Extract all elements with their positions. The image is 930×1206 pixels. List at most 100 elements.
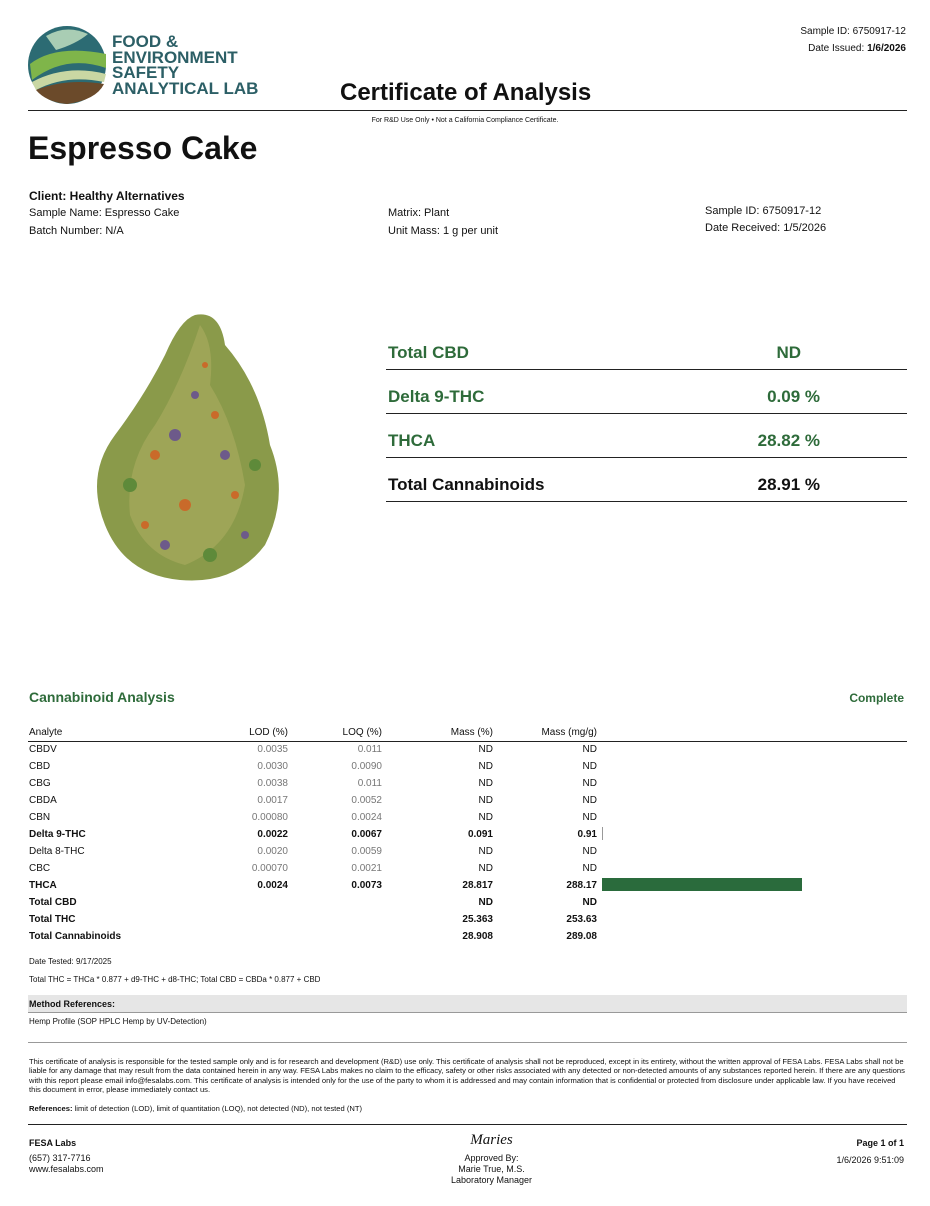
- phone: (657) 317-7716: [29, 1153, 91, 1163]
- summary-rule: [386, 501, 907, 502]
- column-header: LOQ (%): [342, 727, 382, 738]
- summary-value: 28.82 %: [757, 431, 820, 450]
- summary-value: 28.91 %: [757, 475, 820, 494]
- divider: [28, 1042, 907, 1043]
- status: Complete: [849, 691, 904, 705]
- summary-value: ND: [776, 343, 801, 362]
- divider: [28, 1012, 907, 1013]
- table-cell: 0.0020: [257, 846, 288, 857]
- label: References:: [29, 1104, 73, 1113]
- column-header: Mass (mg/g): [541, 727, 597, 738]
- references: References: limit of detection (LOD), li…: [29, 1105, 362, 1113]
- table-cell: 0.0021: [351, 863, 382, 874]
- methods-band: [28, 995, 907, 1012]
- label: Sample ID:: [800, 26, 850, 37]
- summary-label: THCA: [388, 431, 436, 450]
- table-cell: 0.91: [577, 829, 597, 840]
- table-cell: ND: [478, 812, 493, 823]
- value: limit of detection (LOD), limit of quant…: [74, 1104, 363, 1113]
- column-header: LOD (%): [249, 727, 288, 738]
- table-cell: 0.0090: [351, 761, 382, 772]
- table-cell: 0.0030: [257, 761, 288, 772]
- table-cell: Delta 8-THC: [29, 846, 85, 857]
- disclaimer: This certificate of analysis is responsi…: [29, 1057, 905, 1095]
- logo-line: ENVIRONMENT: [112, 47, 238, 67]
- title: Certificate of Analysis: [340, 79, 592, 106]
- summary-rule: [386, 369, 907, 370]
- table-cell: THCA: [29, 880, 57, 891]
- column-header: Mass (%): [450, 727, 493, 738]
- batch: Batch Number: N/A: [29, 225, 124, 237]
- sample-name: Sample Name: Espresso Cake: [29, 207, 180, 219]
- table-cell: CBN: [29, 812, 51, 823]
- table-cell: 0.011: [357, 778, 382, 789]
- table-cell: ND: [478, 846, 493, 857]
- label: Date Issued:: [808, 43, 865, 54]
- table-cell: 0.011: [357, 744, 382, 755]
- table-cell: 0.00080: [251, 812, 288, 823]
- section-title: Cannabinoid Analysis: [29, 689, 175, 705]
- approver: Marie True, M.S.: [458, 1164, 525, 1174]
- table-cell: 25.363: [462, 914, 493, 925]
- subtitle: For R&D Use Only • Not a California Comp…: [371, 117, 559, 124]
- table-cell: ND: [478, 795, 493, 806]
- table-cell: 28.817: [462, 880, 493, 891]
- table-cell: 0.0035: [257, 744, 288, 755]
- matrix: Matrix: Plant: [388, 207, 450, 219]
- table-cell: Delta 9-THC: [29, 829, 86, 840]
- role: Laboratory Manager: [450, 1175, 533, 1185]
- table-cell: ND: [478, 761, 493, 772]
- value: 6750917-12: [852, 26, 906, 37]
- header-rule: [28, 741, 907, 742]
- table-cell: CBDA: [29, 795, 57, 806]
- divider: [28, 110, 907, 111]
- table-cell: Total CBD: [29, 897, 77, 908]
- table-cell: 28.908: [462, 931, 493, 942]
- timestamp: 1/6/2026 9:51:09: [836, 1155, 904, 1165]
- table-cell: ND: [582, 897, 597, 908]
- label: Date Received:: [705, 222, 781, 234]
- table-cell: 0.0024: [351, 812, 382, 823]
- summary-rule: [386, 457, 907, 458]
- logo-line: SAFETY: [112, 63, 180, 82]
- mass-bar: [602, 878, 802, 891]
- value: 1/5/2026: [783, 222, 827, 234]
- table-cell: ND: [582, 863, 597, 874]
- table-cell: ND: [582, 778, 597, 789]
- sample-id: Sample ID: 6750917-12: [800, 27, 906, 37]
- value: 1/6/2026: [867, 43, 906, 54]
- mass-bar: [602, 827, 603, 840]
- table-cell: ND: [478, 863, 493, 874]
- table-cell: ND: [582, 812, 597, 823]
- table-cell: CBDV: [29, 744, 57, 755]
- summary-value: 0.09 %: [767, 387, 820, 406]
- table-cell: 0.0052: [351, 795, 382, 806]
- date-received: Date Received: 1/5/2026: [705, 223, 826, 234]
- table-cell: 0.00070: [251, 863, 288, 874]
- website: www.fesalabs.com: [29, 1164, 104, 1174]
- table-cell: 0.0073: [351, 880, 382, 891]
- table-cell: Total Cannabinoids: [29, 931, 122, 942]
- methods-text: Hemp Profile (SOP HPLC Hemp by UV-Detect…: [29, 1017, 207, 1026]
- table-cell: ND: [582, 795, 597, 806]
- company: FESA Labs: [29, 1138, 77, 1148]
- table-cell: CBC: [29, 863, 51, 874]
- table-cell: 253.63: [566, 914, 597, 925]
- summary-label: Total Cannabinoids: [388, 475, 545, 494]
- table-cell: ND: [478, 897, 493, 908]
- logo-line: FOOD &: [112, 32, 179, 51]
- approved-by: Approved By:: [464, 1153, 519, 1163]
- table-cell: 0.0067: [351, 829, 382, 840]
- table-cell: 288.17: [566, 880, 597, 891]
- logo-line: ANALYTICAL LAB: [112, 78, 259, 98]
- table-cell: ND: [582, 744, 597, 755]
- value: 6750917-12: [762, 205, 822, 217]
- summary-rule: [386, 413, 907, 414]
- sample-id-2: Sample ID: 6750917-12: [705, 206, 821, 217]
- client: Client: Healthy Alternatives: [29, 189, 185, 203]
- table-cell: 0.0059: [351, 846, 382, 857]
- table-cell: ND: [582, 761, 597, 772]
- page-number: Page 1 of 1: [856, 1138, 904, 1148]
- label: Sample ID:: [705, 205, 760, 217]
